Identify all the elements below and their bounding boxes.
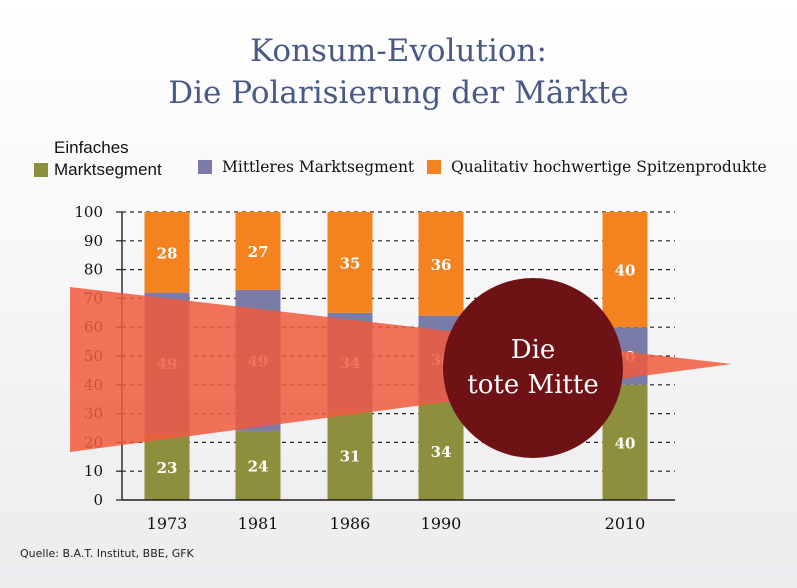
bar-segment-1990-s2 xyxy=(418,212,464,316)
legend-label-einfaches-line1: Einfaches xyxy=(54,138,129,157)
bubble-text-line2: tote Mitte xyxy=(467,370,598,400)
bar-segment-1973-s2 xyxy=(144,212,190,293)
bar-segment-1990-s0 xyxy=(418,402,464,500)
shrinking-middle-wedge xyxy=(70,287,732,452)
data-label-1973-s0: 23 xyxy=(157,459,178,477)
legend-item-mittleres: Mittleres Marktsegment xyxy=(198,158,414,176)
bubble-text-line1: Die xyxy=(511,335,556,365)
ytick-label-90: 90 xyxy=(84,232,103,250)
ytick-label-0: 0 xyxy=(93,491,103,509)
chart-title-line2: Die Polarisierung der Märkte xyxy=(168,75,629,111)
tote-mitte-bubble xyxy=(443,278,623,458)
bar-segment-1981-s0 xyxy=(235,430,281,500)
legend-swatch-einfaches xyxy=(34,163,48,177)
xtick-label-2010: 2010 xyxy=(605,514,646,533)
bar-segment-2010-s2 xyxy=(602,212,648,328)
legend-item-einfaches: Einfaches Marktsegment xyxy=(34,137,166,181)
chart-title: Konsum-Evolution: Die Polarisierung der … xyxy=(0,30,797,114)
legend-label-mittleres: Mittleres Marktsegment xyxy=(222,158,415,176)
legend-swatch-spitzen xyxy=(427,160,441,174)
xtick-label-1981: 1981 xyxy=(238,514,279,533)
legend-label-einfaches: Einfaches Marktsegment xyxy=(54,137,162,181)
xtick-label-1990: 1990 xyxy=(421,514,462,533)
data-label-1981-s2: 27 xyxy=(248,243,269,261)
data-label-1973-s2: 28 xyxy=(157,244,178,262)
axis-layer: 0102030405060708090100197319811986199020… xyxy=(74,203,675,533)
data-label-1990-s0: 34 xyxy=(431,443,452,461)
ytick-label-10: 10 xyxy=(84,462,103,480)
legend-label-spitzen: Qualitativ hochwertige Spitzenprodukte xyxy=(451,158,767,176)
data-label-2010-s2: 40 xyxy=(615,262,636,280)
legend-item-spitzen: Qualitativ hochwertige Spitzenprodukte xyxy=(427,158,767,176)
bar-segment-1981-s2 xyxy=(235,212,281,290)
data-label-1986-s2: 35 xyxy=(340,254,361,272)
xtick-label-1986: 1986 xyxy=(330,514,371,533)
data-label-1990-s2: 36 xyxy=(431,256,452,274)
data-label-1981-s0: 24 xyxy=(248,457,269,475)
chart-title-line1: Konsum-Evolution: xyxy=(250,33,547,69)
ytick-label-80: 80 xyxy=(84,261,103,279)
data-label-2010-s0: 40 xyxy=(615,434,636,452)
bar-segment-1986-s2 xyxy=(327,212,373,313)
ytick-label-100: 100 xyxy=(74,203,103,221)
bar-segment-1986-s0 xyxy=(327,410,373,500)
xtick-label-1973: 1973 xyxy=(147,514,188,533)
legend-swatch-mittleres xyxy=(198,160,212,174)
data-label-1986-s0: 31 xyxy=(340,447,361,465)
legend-label-einfaches-line2: Marktsegment xyxy=(54,160,162,179)
bar-segment-1973-s0 xyxy=(144,433,190,500)
source-note: Quelle: B.A.T. Institut, BBE, GFK xyxy=(20,547,194,560)
